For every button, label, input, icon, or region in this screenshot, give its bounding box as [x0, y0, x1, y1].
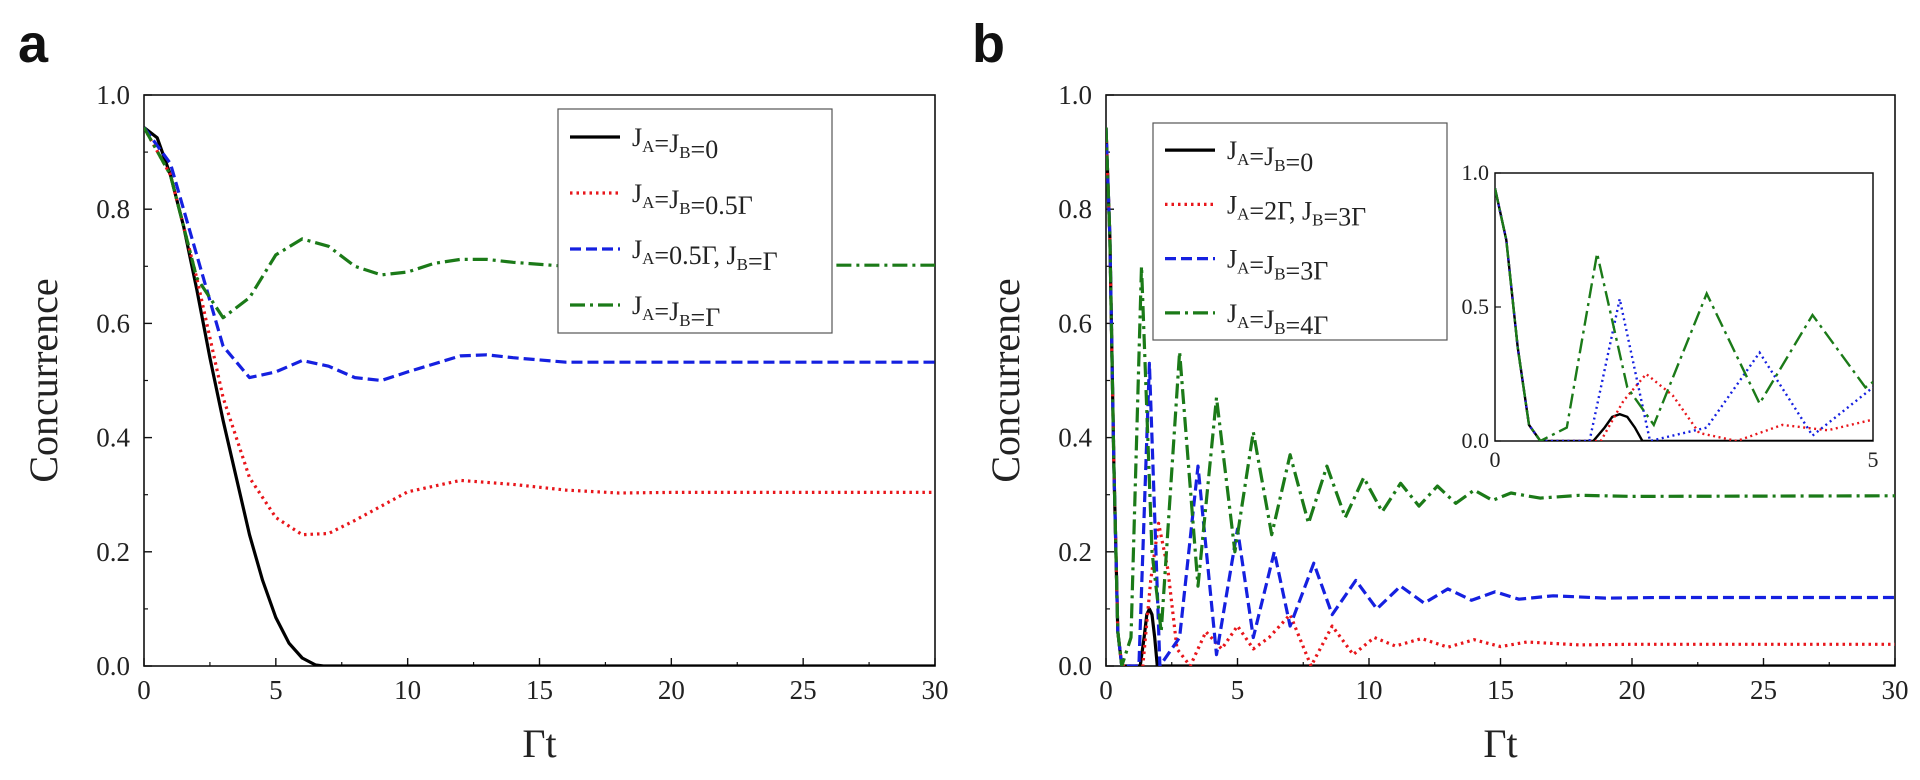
legend-label: JA=JB=Γ	[632, 291, 720, 332]
y-tick-label: 0.4	[96, 423, 130, 453]
inset-chart: 0 5 0.0 0.5 1.0	[1462, 160, 1879, 472]
inset-x-tick-label: 5	[1868, 447, 1879, 472]
series-line-2	[144, 126, 935, 537]
x-tick-label: 5	[1231, 675, 1245, 705]
panel-a-chart: 0 5 10 15 20 25 30 0.0 0.2 0.4 0.6 0.8 1.0 Γt Concurre…	[21, 80, 948, 766]
x-tick-label: 5	[269, 675, 283, 705]
legend-label: JA=JB=3Γ	[1227, 245, 1328, 286]
x-tick-label: 30	[1882, 675, 1909, 705]
y-tick-label: 0.8	[96, 194, 130, 224]
x-tick-label: 25	[790, 675, 817, 705]
series-line-1	[144, 126, 935, 666]
panel-a-letter: a	[18, 14, 49, 74]
y-tick-label: 0.2	[96, 537, 130, 567]
y-tick-label: 0.6	[96, 308, 130, 338]
x-tick-label: 30	[922, 675, 949, 705]
y-tick-label: 0.4	[1058, 423, 1092, 453]
y-axis-title: Concurrence	[21, 278, 66, 482]
inset-y-tick-label: 0.0	[1462, 428, 1490, 453]
y-tick-label: 0.8	[1058, 194, 1092, 224]
legend: JA=JB=0 JA=JB=0.5Γ JA=0.5Γ, JB=Γ JA=JB=Γ	[557, 108, 833, 334]
inset-series-line-4	[1495, 188, 1873, 441]
legend-label: JA=JB=0	[632, 123, 718, 164]
y-axis-title: Concurrence	[983, 278, 1028, 482]
y-tick-label: 0.2	[1058, 537, 1092, 567]
x-tick-label: 10	[1356, 675, 1383, 705]
series-line-3	[1106, 127, 1895, 666]
inset-y-tick-label: 0.5	[1462, 294, 1490, 319]
series-line-3	[144, 126, 935, 383]
panel-b-chart: 0 5 10 15 20 25 30 0.0 0.2 0.4 0.6 0.8 1.0 Γt Concurre…	[983, 80, 1908, 766]
inset-series-line-3	[1495, 188, 1873, 441]
legend-label: JA=0.5Γ, JB=Γ	[632, 235, 778, 276]
legend-box	[1152, 122, 1448, 341]
inset-x-tick-label: 0	[1490, 447, 1501, 472]
x-tick-label: 20	[658, 675, 685, 705]
panel-b-letter: b	[972, 14, 1005, 74]
legend-label: JA=2Γ, JB=3Γ	[1227, 190, 1366, 231]
inset-frame	[1494, 172, 1874, 442]
x-tick-label: 15	[526, 675, 553, 705]
y-tick-label: 0.0	[1058, 651, 1092, 681]
series-line-4	[1106, 127, 1895, 666]
x-tick-label: 15	[1487, 675, 1514, 705]
y-tick-label: 0.6	[1058, 308, 1092, 338]
legend-label: JA=JB=0	[1227, 136, 1313, 177]
x-tick-label: 10	[394, 675, 421, 705]
x-tick-label: 25	[1750, 675, 1777, 705]
legend: JA=JB=0 JA=2Γ, JB=3Γ JA=JB=3Γ JA=JB=4Γ	[1152, 122, 1448, 341]
legend-label: JA=JB=4Γ	[1227, 299, 1328, 340]
x-axis-title: Γt	[522, 721, 556, 766]
x-tick-label: 20	[1619, 675, 1646, 705]
y-tick-label: 1.0	[1058, 80, 1092, 110]
legend-box	[557, 108, 833, 334]
x-axis-title: Γt	[1483, 721, 1517, 766]
y-tick-label: 0.0	[96, 651, 130, 681]
legend-label: JA=JB=0.5Γ	[632, 179, 753, 220]
y-tick-label: 1.0	[96, 80, 130, 110]
x-tick-label: 0	[1099, 675, 1113, 705]
inset-y-tick-label: 1.0	[1462, 160, 1490, 185]
x-tick-label: 0	[137, 675, 151, 705]
